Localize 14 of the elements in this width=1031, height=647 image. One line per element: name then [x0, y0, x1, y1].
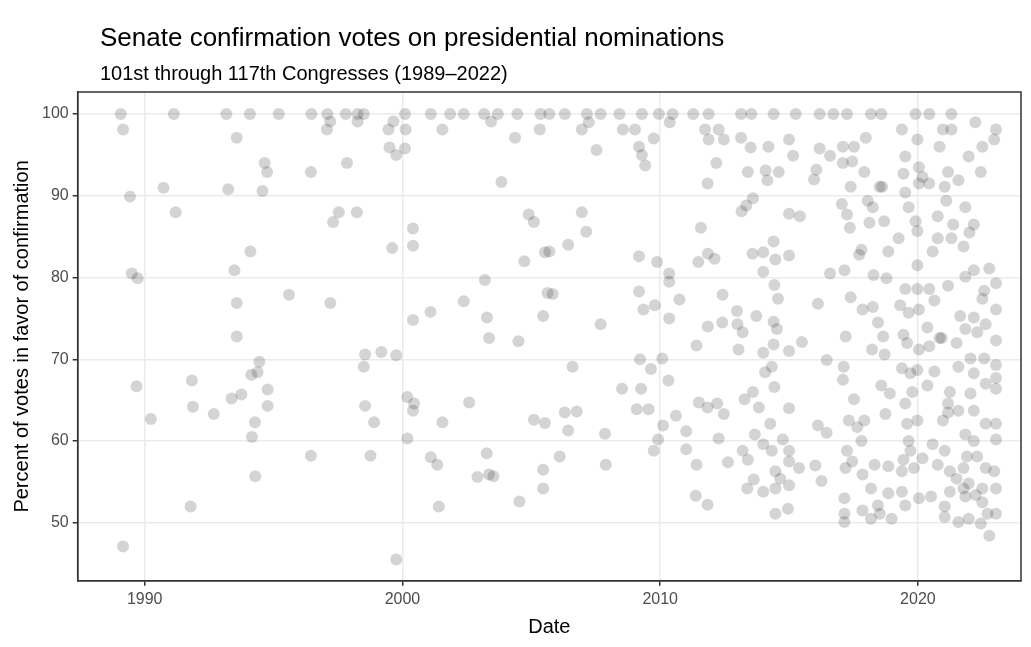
y-tick-label: 70: [50, 349, 69, 367]
x-tick-label: 1990: [126, 589, 163, 607]
y-tick-label: 100: [41, 104, 69, 122]
y-tick-label: 50: [50, 513, 69, 531]
y-axis-title: Percent of votes in favor of confirmation: [9, 160, 32, 513]
y-tick-label: 80: [50, 267, 69, 285]
y-tick-label: 60: [50, 431, 69, 449]
x-tick-label: 2020: [900, 589, 936, 607]
chart-title: Senate confirmation votes on presidential nominations: [100, 22, 725, 53]
x-tick-label: 2010: [642, 589, 679, 607]
chart-subtitle: 101st through 117th Congresses (1989–2022): [100, 62, 508, 85]
y-tick-label: 90: [50, 186, 69, 204]
x-axis-title: Date: [528, 614, 571, 637]
x-tick-label: 2000: [384, 589, 421, 607]
